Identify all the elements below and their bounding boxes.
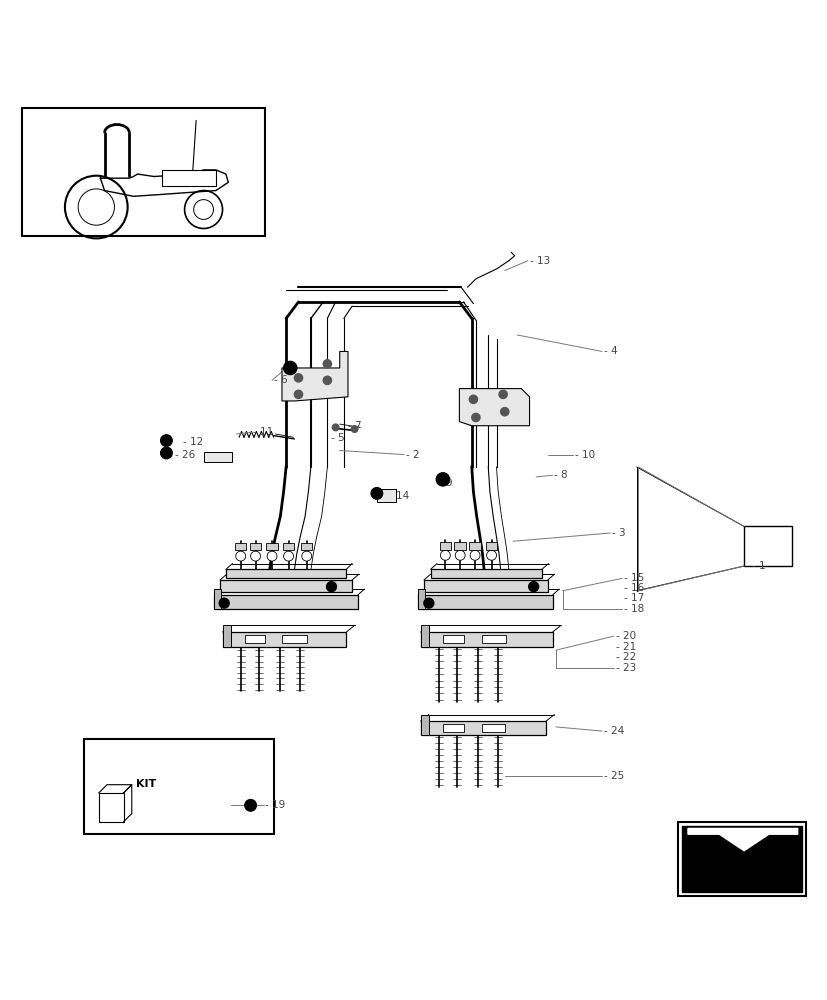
Polygon shape	[282, 351, 347, 401]
Circle shape	[267, 551, 277, 561]
Polygon shape	[442, 724, 463, 732]
Polygon shape	[420, 721, 545, 735]
Polygon shape	[220, 580, 351, 592]
Circle shape	[160, 447, 172, 459]
Text: - 16: - 16	[624, 583, 644, 593]
Circle shape	[251, 551, 261, 561]
Text: - 18: - 18	[624, 604, 644, 614]
Circle shape	[423, 598, 433, 608]
Circle shape	[323, 376, 331, 384]
Bar	[84, 739, 274, 834]
Text: - 24: - 24	[603, 726, 624, 736]
Circle shape	[301, 551, 311, 561]
Polygon shape	[420, 715, 428, 735]
Polygon shape	[235, 543, 246, 550]
Text: - 17: - 17	[624, 593, 644, 603]
Text: - 10: - 10	[574, 450, 595, 460]
Circle shape	[469, 395, 477, 403]
Polygon shape	[266, 543, 278, 550]
Circle shape	[351, 426, 357, 432]
Text: - 20: - 20	[615, 631, 635, 641]
Polygon shape	[222, 625, 231, 647]
Circle shape	[284, 551, 293, 561]
Polygon shape	[162, 170, 216, 186]
Text: KIT: KIT	[136, 779, 155, 789]
Circle shape	[160, 435, 172, 446]
Text: - 26: - 26	[174, 450, 194, 460]
Text: - 15: - 15	[624, 573, 644, 583]
Circle shape	[294, 390, 302, 398]
Circle shape	[284, 361, 296, 375]
Text: - 23: - 23	[615, 663, 636, 673]
Circle shape	[219, 598, 229, 608]
Text: - 11: - 11	[253, 427, 273, 437]
Bar	[743, 526, 791, 566]
Circle shape	[436, 473, 449, 486]
Polygon shape	[420, 625, 428, 647]
Polygon shape	[222, 632, 346, 647]
Text: - 2: - 2	[405, 450, 418, 460]
Polygon shape	[250, 543, 261, 550]
Polygon shape	[687, 828, 796, 851]
Circle shape	[470, 550, 480, 560]
Text: - 8: - 8	[553, 470, 567, 480]
Polygon shape	[214, 595, 357, 609]
Polygon shape	[423, 580, 547, 592]
Polygon shape	[442, 635, 463, 643]
Text: - 5: - 5	[331, 433, 345, 443]
Text: - 14: - 14	[389, 491, 409, 501]
Polygon shape	[430, 569, 541, 578]
Circle shape	[455, 550, 465, 560]
Circle shape	[323, 360, 331, 368]
Text: - 12: - 12	[183, 437, 203, 447]
Text: - 25: - 25	[603, 771, 624, 781]
Circle shape	[332, 424, 338, 431]
Text: - 1: - 1	[752, 561, 765, 571]
Circle shape	[326, 582, 336, 592]
Polygon shape	[245, 635, 265, 643]
Circle shape	[471, 413, 480, 422]
Text: - 19: - 19	[265, 800, 285, 810]
Polygon shape	[418, 595, 552, 609]
Polygon shape	[203, 452, 232, 462]
Circle shape	[245, 800, 256, 811]
Bar	[22, 108, 265, 236]
Circle shape	[528, 582, 538, 592]
Circle shape	[370, 488, 382, 499]
Polygon shape	[485, 542, 497, 550]
Polygon shape	[376, 489, 395, 502]
Circle shape	[500, 408, 509, 416]
Polygon shape	[282, 635, 306, 643]
Polygon shape	[300, 543, 312, 550]
Text: - 3: - 3	[611, 528, 625, 538]
Polygon shape	[439, 542, 451, 550]
Circle shape	[236, 551, 246, 561]
Circle shape	[440, 550, 450, 560]
Polygon shape	[214, 589, 221, 609]
Polygon shape	[459, 389, 529, 426]
Polygon shape	[454, 542, 466, 550]
Text: - 6: - 6	[274, 375, 287, 385]
Text: - 9: - 9	[438, 478, 452, 488]
Text: - 7: - 7	[347, 421, 361, 431]
Circle shape	[486, 550, 496, 560]
Polygon shape	[481, 635, 506, 643]
Bar	[677, 822, 805, 896]
Polygon shape	[226, 569, 346, 578]
Text: - 13: - 13	[529, 256, 549, 266]
Polygon shape	[681, 826, 801, 892]
Text: - 4: - 4	[603, 346, 617, 356]
Polygon shape	[481, 724, 504, 732]
Circle shape	[294, 374, 302, 382]
Text: - 21: - 21	[615, 642, 636, 652]
Polygon shape	[469, 542, 480, 550]
Circle shape	[499, 390, 507, 398]
Polygon shape	[418, 589, 424, 609]
Polygon shape	[98, 793, 123, 822]
Text: - 22: - 22	[615, 652, 636, 662]
Polygon shape	[283, 543, 294, 550]
Polygon shape	[420, 632, 552, 647]
